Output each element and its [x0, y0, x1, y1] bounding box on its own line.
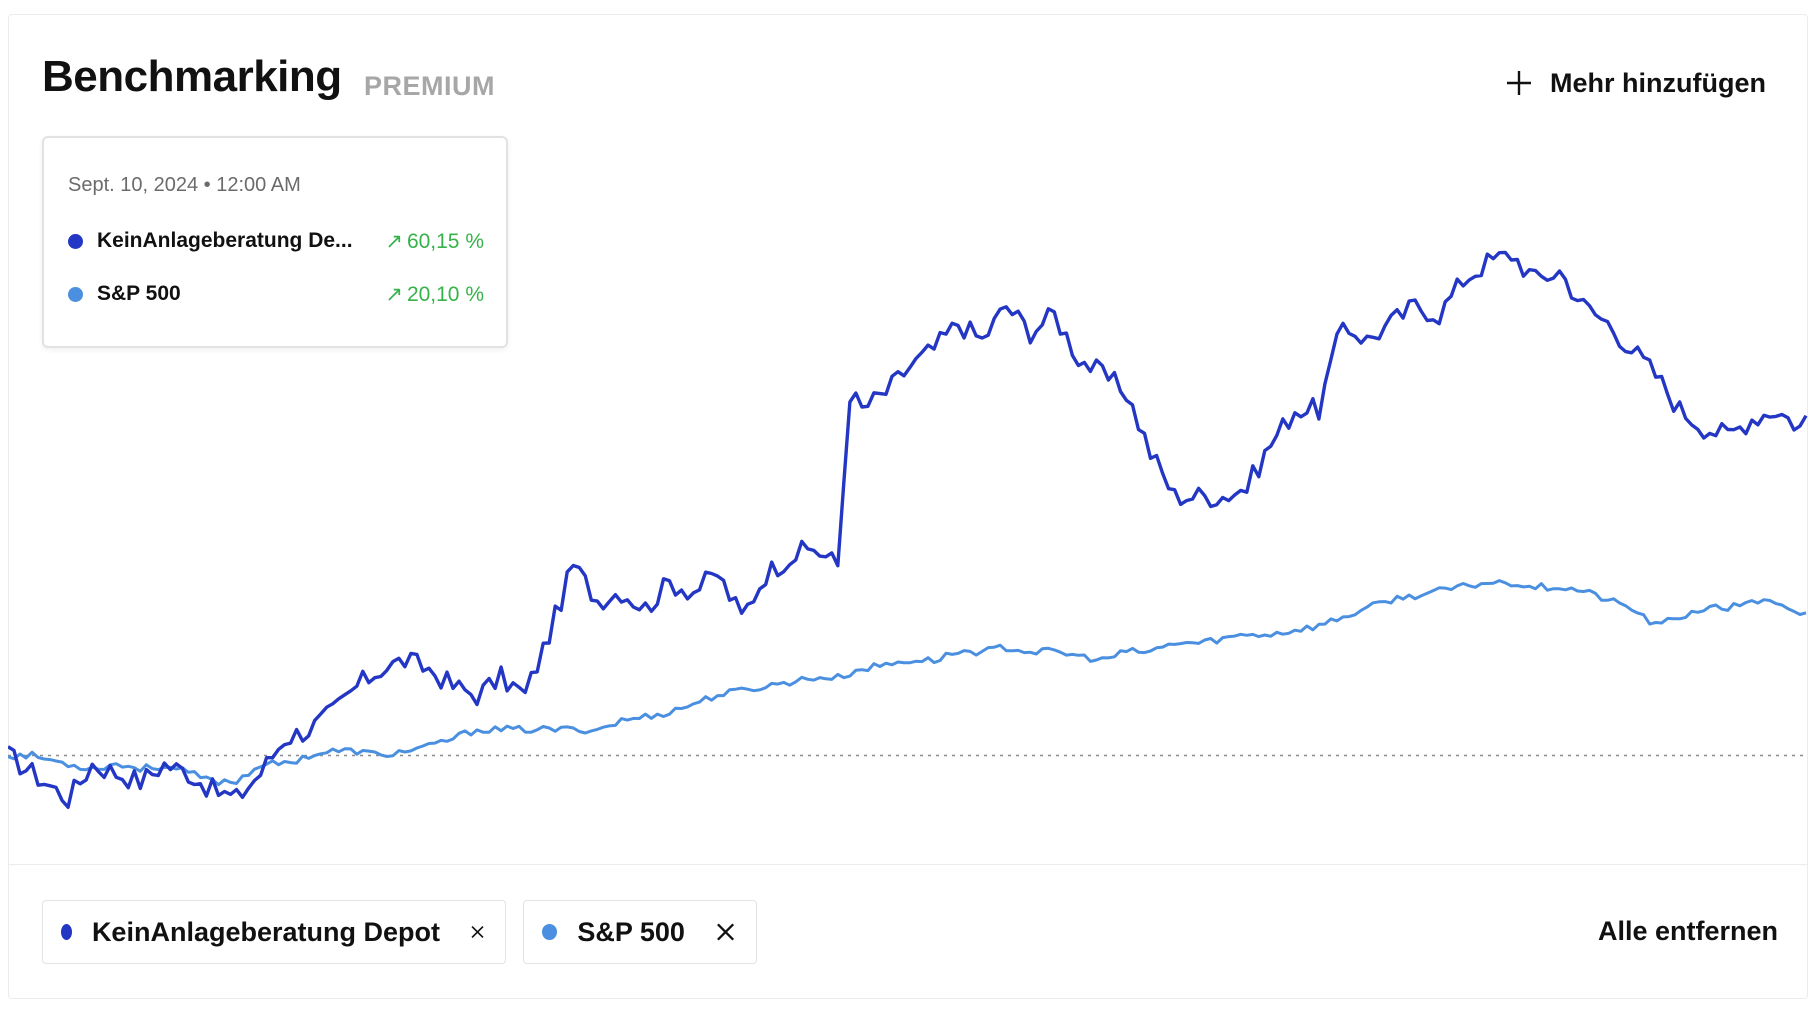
close-icon[interactable] — [470, 921, 485, 943]
tooltip-value-text: 60,15 % — [406, 229, 484, 253]
legend-chip-label: S&P 500 — [577, 916, 685, 947]
tooltip-value-text: 20,10 % — [406, 282, 484, 306]
tooltip-series-value: ↗ 60,15 % — [385, 229, 484, 254]
series-color-dot — [542, 924, 558, 940]
page-title: Benchmarking — [42, 52, 342, 101]
tooltip-series-name: KeinAnlageberatung De... — [97, 229, 353, 252]
sp500-series-line — [8, 579, 1807, 787]
tooltip-row-sp500: S&P 500 ↗ 20,10 % — [68, 279, 484, 309]
series-color-dot — [68, 286, 83, 302]
series-color-dot — [68, 233, 83, 249]
legend-chip-depot[interactable]: KeinAnlageberatung Depot — [42, 900, 506, 964]
close-icon[interactable] — [715, 921, 736, 943]
series-color-dot — [61, 924, 72, 940]
legend-chip-sp500[interactable]: S&P 500 — [523, 900, 757, 964]
trend-up-icon: ↗ — [385, 282, 403, 306]
add-more-button[interactable]: Mehr hinzufügen — [1504, 62, 1766, 104]
tooltip-series-name: S&P 500 — [97, 282, 181, 305]
tooltip-series-value: ↗ 20,10 % — [385, 282, 484, 307]
legend-divider — [8, 864, 1808, 865]
tooltip-date: Sept. 10, 2024 • 12:00 AM — [68, 174, 301, 196]
remove-all-button[interactable]: Alle entfernen — [1597, 916, 1778, 946]
trend-up-icon: ↗ — [385, 229, 403, 253]
premium-badge: PREMIUM — [364, 71, 495, 101]
benchmark-line-chart[interactable] — [8, 130, 1808, 860]
plus-icon — [1507, 71, 1532, 95]
add-more-label: Mehr hinzufügen — [1550, 67, 1766, 98]
chart-tooltip: Sept. 10, 2024 • 12:00 AM KeinAnlagebera… — [42, 136, 508, 348]
legend-chip-label: KeinAnlageberatung Depot — [91, 916, 440, 947]
tooltip-row-depot: KeinAnlageberatung De... ↗ 60,15 % — [68, 226, 484, 256]
depot-series-line — [8, 250, 1808, 809]
